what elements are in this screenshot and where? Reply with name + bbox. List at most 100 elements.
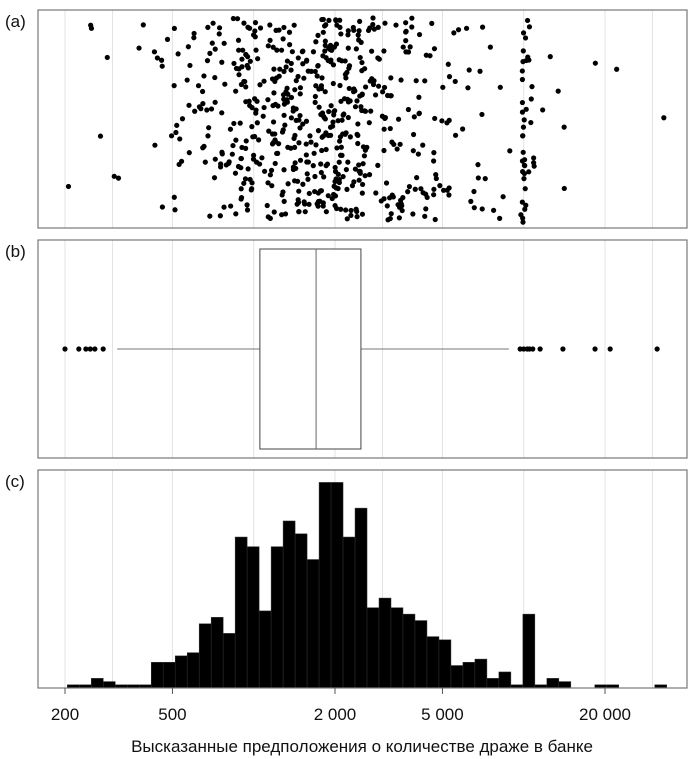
outlier-point — [62, 346, 68, 352]
histogram-bar — [378, 597, 392, 689]
strip-point — [115, 175, 122, 181]
histogram-bar — [558, 681, 572, 689]
histogram-bar — [150, 662, 164, 689]
outlier-point — [100, 346, 106, 352]
strip-point — [465, 85, 471, 91]
strip-point — [318, 169, 324, 176]
histogram-bar — [402, 613, 416, 689]
strip-point — [312, 93, 318, 100]
strip-point — [433, 175, 439, 182]
strip-point — [405, 189, 411, 195]
histogram-bar — [306, 559, 320, 689]
strip-point — [251, 152, 257, 158]
strip-point — [315, 62, 321, 69]
strip-point — [360, 161, 366, 167]
strip-point — [272, 137, 278, 143]
strip-point — [88, 25, 95, 31]
strip-point — [177, 136, 183, 142]
histogram-bar — [91, 678, 104, 689]
panel-c: (c) — [5, 469, 688, 689]
strip-point — [272, 160, 278, 167]
strip-point — [357, 170, 363, 176]
strip-point — [359, 181, 366, 188]
strip-point — [477, 68, 483, 74]
strip-point — [490, 207, 497, 213]
strip-point — [336, 179, 342, 186]
strip-point — [331, 183, 337, 189]
strip-point — [344, 69, 350, 76]
histogram-bar — [474, 658, 488, 689]
strip-point — [354, 131, 360, 137]
strip-point — [352, 166, 359, 172]
strip-point — [283, 64, 289, 70]
strip-point — [239, 144, 245, 151]
strip-point — [359, 190, 365, 196]
outlier-point — [517, 346, 523, 352]
strip-point — [520, 30, 527, 36]
histogram-bar — [186, 652, 200, 689]
strip-point — [281, 68, 287, 75]
strip-point — [321, 114, 327, 121]
strip-point — [269, 76, 276, 82]
strip-point — [274, 47, 280, 53]
strip-point — [405, 106, 412, 113]
strip-point — [409, 15, 415, 21]
strip-point — [212, 99, 218, 105]
strip-point — [185, 44, 191, 50]
strip-point — [173, 129, 179, 136]
strip-point — [319, 110, 326, 116]
histogram-bar — [162, 662, 176, 689]
strip-point — [519, 199, 525, 205]
strip-point — [332, 164, 338, 171]
strip-point — [312, 99, 318, 105]
strip-point — [292, 87, 298, 93]
strip-point — [233, 211, 239, 217]
strip-point — [280, 36, 286, 42]
strip-point — [227, 126, 234, 132]
strip-point — [403, 38, 409, 44]
panel-frame — [37, 9, 688, 229]
strip-point — [293, 117, 299, 123]
histogram-bar — [270, 546, 284, 689]
strip-point — [176, 161, 182, 168]
strip-point — [313, 142, 319, 148]
strip-point — [439, 118, 445, 124]
panel-label: (c) — [5, 472, 25, 491]
strip-point — [265, 43, 271, 49]
strip-point — [212, 46, 218, 52]
strip-point — [204, 107, 210, 113]
panel-b: (b) — [5, 239, 688, 459]
strip-point — [252, 20, 259, 26]
strip-point — [238, 196, 244, 202]
strip-point — [212, 74, 218, 81]
strip-point — [303, 58, 310, 64]
strip-point — [288, 115, 294, 121]
outlier-point — [560, 346, 566, 352]
strip-point — [312, 68, 318, 75]
strip-point — [391, 141, 397, 148]
strip-point — [245, 166, 251, 172]
strip-point — [275, 150, 281, 156]
strip-point — [271, 66, 277, 72]
strip-point — [316, 104, 322, 110]
histogram-bar — [318, 482, 332, 689]
strip-point — [338, 98, 344, 104]
panel-a: (a) — [5, 9, 688, 229]
strip-point — [381, 48, 387, 54]
strip-point — [328, 103, 334, 109]
strip-point — [398, 201, 404, 207]
strip-point — [440, 84, 446, 90]
strip-point — [236, 66, 242, 72]
strip-point — [330, 80, 336, 87]
strip-point — [231, 60, 237, 67]
strip-point — [196, 104, 203, 110]
histogram-bar — [210, 617, 224, 689]
strip-point — [219, 110, 225, 116]
strip-point — [452, 78, 458, 85]
strip-point — [202, 159, 208, 165]
strip-point — [431, 186, 437, 192]
histogram-bar — [438, 639, 452, 689]
strip-point — [431, 46, 438, 52]
strip-point — [479, 111, 485, 118]
strip-point — [208, 106, 215, 112]
